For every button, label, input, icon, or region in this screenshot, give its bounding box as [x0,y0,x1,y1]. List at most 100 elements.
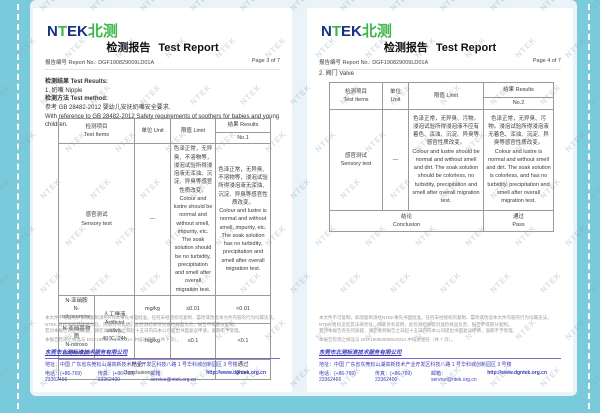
ntek-watermark: NTEK [588,0,600,13]
company-name: 东莞市北测标准技术服务有限公司 [45,348,280,359]
ntek-watermark: NTEK [0,82,14,107]
company-contacts: 电话：(+86-769) 23362466 传真：(+86-769) 23362… [319,370,561,383]
table-header-row-2: No.1 [59,131,271,145]
results-table-nipple: 检测项目 Test Items 单位 Unit 限值 Limit 结果 Resul… [58,117,271,380]
nitrosamine-name: N-亚硝胺 N-nitrosamine [58,294,95,324]
logo-letters-ek: EK [67,23,88,40]
fax: 传真：(+86-769) 23362400 [375,371,412,383]
header-result-no: No.2 [483,97,554,110]
page-indicator: Page 3 of 7 [251,58,280,64]
header-limit: 限值 Limit [408,82,484,110]
logo-letter-n: N [47,23,58,40]
intro-block: 检测结果 Test Results: 1. 奶嘴 Nipple 检测方法 Tes… [45,78,280,130]
email: 邮箱：service@ntek.org.cn [150,371,197,383]
page-footer: 本文件不可复制，如须复制须经NTEK事先书面批准。任何未经授权的复制、篡改或伪造… [319,315,561,383]
fax: 传真：(+86-769) 23362400 [97,371,135,383]
report-reference-note: 本报告检测之样品与 DGF190829009LD01A 中描述相符（共 7 页）… [319,337,456,342]
test-method-heading: 检测方法 Test method: [45,96,108,103]
test-method-cn: 参考 GB 28482-2012 婴幼儿安抚奶嘴安全要求. [45,105,171,112]
sample-heading: 2. 阀门 Valve [319,71,354,77]
sensory-test-name: 感官测试 Sensory test [58,143,135,296]
sensory-unit: — [134,143,171,296]
nitrosamine-row: N-亚硝胺 N-nitrosamine 人工唾液 Artificial saliva… [58,294,271,360]
company-contacts: 电话：(+86-769) 23362466 传真：(+86-769) 23362… [45,370,280,383]
logo-letters-ek: EK [341,23,362,40]
nitrosamine-unit: mg/kg [134,294,171,324]
website-url: http://www.dgntek.org.cn [206,370,266,376]
ntek-watermark: NTEK [588,82,600,107]
ntek-watermark: NTEK [0,176,14,201]
disclaimer-text: 本文件不可复制，如须复制须经NTEK事先书面批准。任何未经授权的复制、篡改或伪造… [45,314,278,334]
header-test-items: 检测项目 Test Items [329,82,383,110]
ntek-logo: NTEK北测 [321,20,392,41]
nitrosamine-result: <0.01 [215,294,271,324]
table-header-row-1: 检测项目 Test Items 单位 Unit 限值 Limit 结果 Resul… [58,117,271,145]
page-footer: 本文件不可复制，如须复制须经NTEK事先书面批准。任何未经授权的复制、篡改或伪造… [45,315,280,383]
company-address: 地址：中国 广东省东莞松山湖高新技术产业开发区科技八路 1 号华科城创新园区 3… [45,362,238,368]
nitroso-row: N-亚硝基物质 N-nitroso substances mg/kg ≤0.1 <… [58,322,271,360]
header-limit: 限值 Limit [170,117,216,145]
ntek-logo: NTEK北测 [47,20,118,41]
website-url: http://www.dgntek.org.cn [487,370,547,376]
nitroso-unit: mg/kg [134,322,171,360]
sensory-test-name: 感官测试 Sensory test [329,109,383,211]
company-address: 地址：中国 广东省东莞松山湖高新技术产业开发区科技八路 1 号华科城创新园区 3… [319,362,512,368]
header-results: 结果 Results [215,118,271,133]
sample-heading: 1. 奶嘴 Nipple [45,87,83,94]
logo-chinese: 北测 [87,23,118,40]
page-indicator: Page 4 of 7 [532,58,561,64]
header-unit: 单位 Unit [382,82,409,110]
sensory-test-row: 感官测试 Sensory test — 色泽正常，无异臭、污物。浸泡试验所得浸泡液… [329,109,554,211]
page-title: 检测报告 Test Report [307,39,573,55]
sensory-test-row: 感官测试 Sensory test — 色泽正常，无异臭、不溶物等，浸泡试验所得浸… [58,143,271,296]
report-reference-note: 本报告检测之样品与 DGF190829009LD01A 中描述相符（共 7 页）… [45,337,182,342]
report-number-row: 报告编号 Report No.: DGF190829009LD01A Page … [45,58,280,70]
test-method-en: With reference to GB 28482-2012 Safety r… [45,113,280,129]
left-dashed-line [17,4,19,409]
company-name: 东莞市北测标准技术服务有限公司 [319,348,561,359]
conclusion-label: 结论 Conclusion [58,358,216,380]
conclusion-row: 结论 Conclusion 通过 Pass [329,210,554,232]
results-table-valve: 检测项目 Test Items 单位 Unit 限值 Limit 结果 Resul… [329,82,554,232]
report-page-3: NTEK北测 检测报告 Test Report 报告编号 Report No.: … [33,8,292,392]
sensory-unit: — [382,109,409,211]
sensory-result: 色泽正常，无异臭、不溶物等，浸泡试验所得浸泡液无浑浊、沉淀、异臭等感官性质改变。… [215,143,271,296]
title-en: Test Report [158,42,219,54]
logo-letter-t: T [331,23,342,40]
ntek-watermark: NTEK [0,0,14,13]
right-dashed-line [588,4,590,409]
page-title: 检测报告 Test Report [33,39,292,55]
phone: 电话：(+86-769) 23362466 [45,371,82,383]
conclusion-row: 结论 Conclusion 通过 Pass [58,358,271,380]
logo-letter-n: N [321,23,332,40]
report-page-4: NTEK北测 检测报告 Test Report 报告编号 Report No.: … [307,8,573,392]
logo-letter-t: T [57,23,68,40]
header-result-no: No.1 [215,131,271,145]
conclusion-label: 结论 Conclusion [329,210,484,232]
report-number: 报告编号 Report No.: DGF190829009LD01A [45,60,155,66]
ntek-watermark: NTEK [588,364,600,389]
email: 邮箱：service@ntek.org.cn [431,371,477,383]
conclusion-value: 通过 Pass [215,358,271,380]
logo-chinese: 北测 [361,23,392,40]
intro-block: 2. 阀门 Valve [319,70,561,79]
report-number-row: 报告编号 Report No.: DGF190829009LD01A Page … [319,58,561,70]
conclusion-value: 通过 Pass [483,210,554,232]
sensory-result: 色泽正常，无异臭、污物。浸泡试验所得浸泡液无着色、浑浊、沉淀、异臭等感官性质改变… [483,109,554,211]
phone: 电话：(+86-769) 23362466 [319,371,356,383]
title-en: Test Report [435,42,497,54]
header-test-items: 检测项目 Test Items [58,117,135,145]
sensory-limit: 色泽正常，无异臭、污物。浸泡试验所得浸泡液不应有着色、浑浊、沉淀、异臭等感官性质… [408,109,484,211]
test-results-heading: 检测结果 Test Results: [45,79,108,85]
ntek-watermark: NTEK [588,270,600,295]
disclaimer-text: 本文件不可复制，如须复制须经NTEK事先书面批准。任何未经授权的复制、篡改或伪造… [319,314,552,334]
report-number: 报告编号 Report No.: DGF190829009LD01A [319,60,429,66]
title-cn: 检测报告 [106,42,151,54]
title-cn: 检测报告 [383,42,428,54]
nitroso-name: N-亚硝基物质 N-nitroso substances [58,322,95,360]
ntek-watermark: NTEK [0,364,14,389]
ntek-watermark: NTEK [588,176,600,201]
sensory-limit: 色泽正常，无异臭、不溶物等，浸泡试验所得浸泡液无浑浊、沉淀、异臭等感官性质改变。… [170,143,216,296]
ntek-watermark: NTEK [0,270,14,295]
